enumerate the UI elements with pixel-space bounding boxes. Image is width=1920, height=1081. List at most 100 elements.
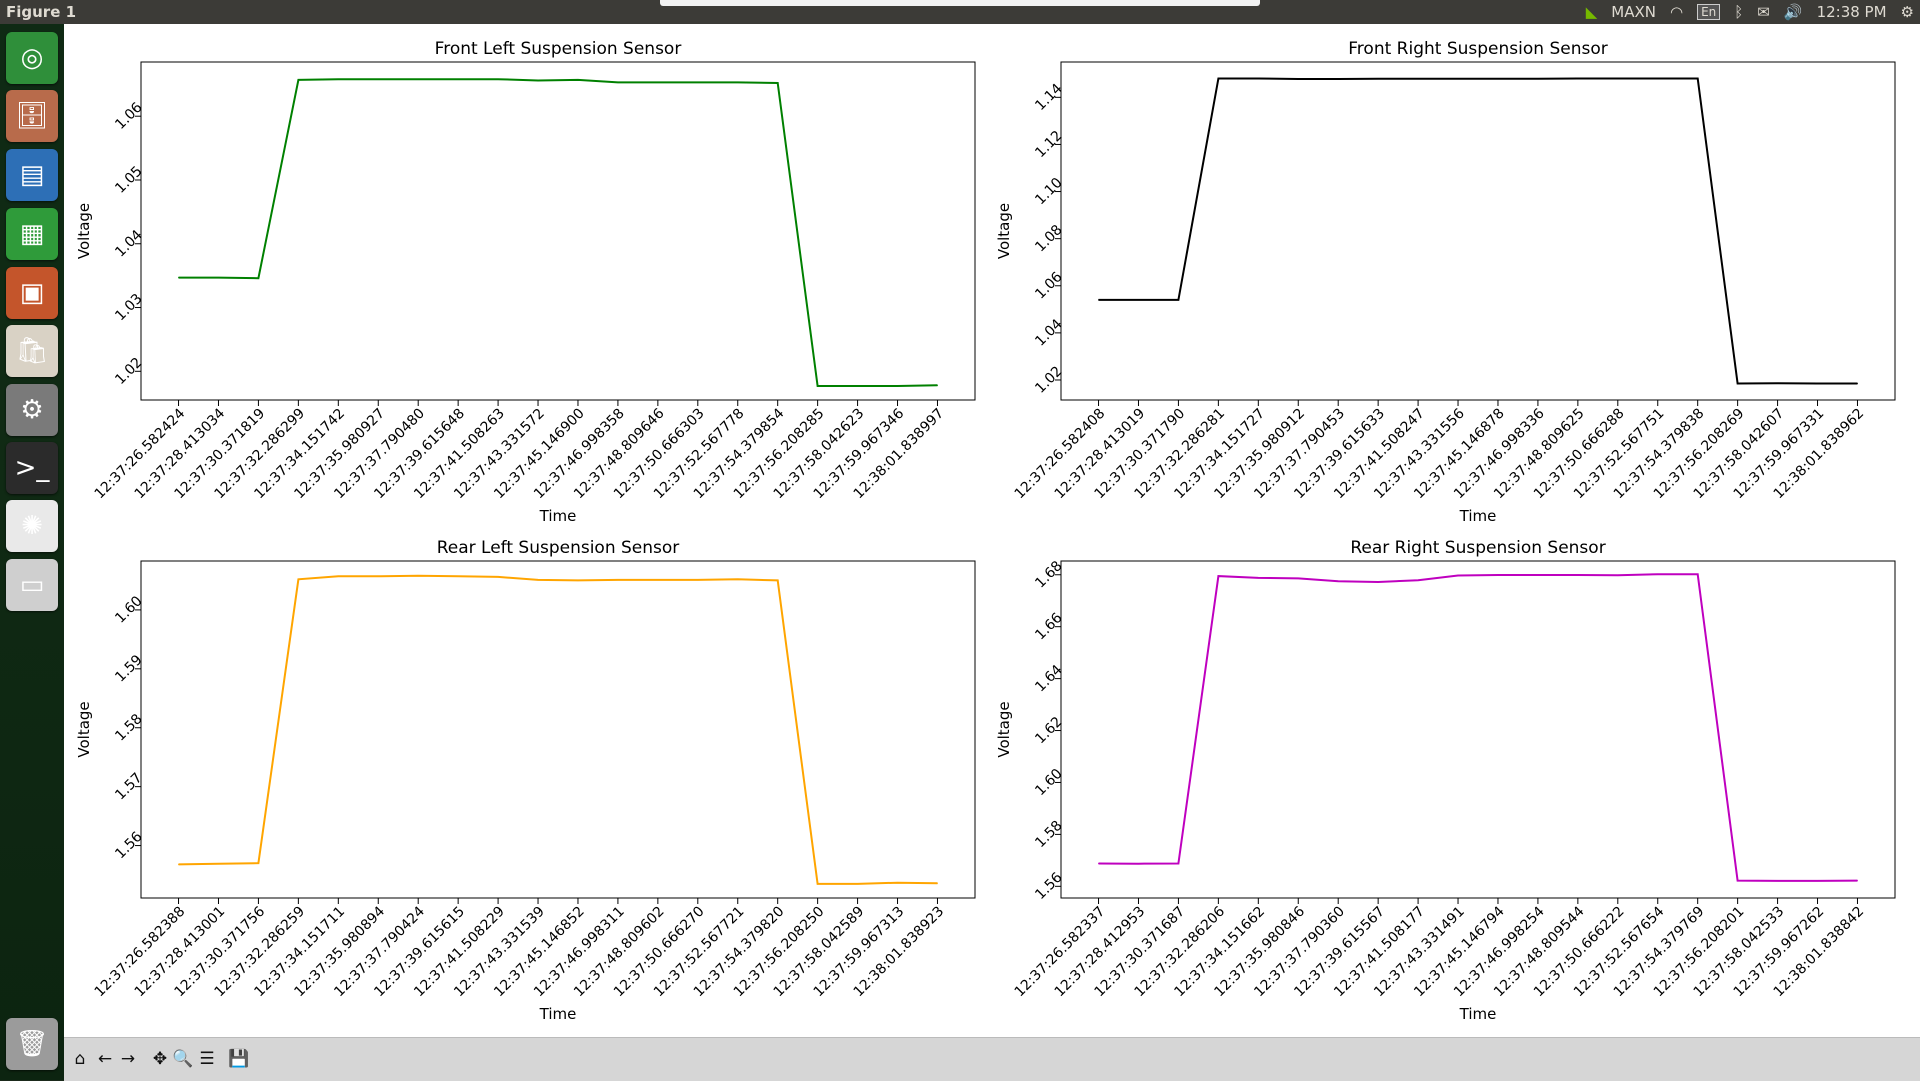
data-point [1577, 574, 1579, 576]
window-title: Figure 1 [6, 3, 77, 21]
data-point [377, 575, 379, 577]
data-point [178, 277, 180, 279]
software-center-icon[interactable]: 🛍 [6, 325, 58, 377]
home-icon[interactable]: ⌂ [74, 1049, 86, 1069]
data-point [1457, 575, 1459, 577]
volume-icon[interactable]: 🔊 [1783, 3, 1803, 21]
data-point [257, 862, 259, 864]
data-point [1377, 581, 1379, 583]
data-point [1537, 78, 1539, 80]
data-point [617, 81, 619, 83]
data-point [657, 81, 659, 83]
trash-icon[interactable]: 🗑 [6, 1018, 58, 1070]
data-point [1577, 77, 1579, 79]
data-point [337, 575, 339, 577]
terminal-icon[interactable]: >_ [6, 442, 58, 494]
plot-app-icon[interactable]: ✺ [6, 500, 58, 552]
data-point [1098, 299, 1100, 301]
bluetooth-icon[interactable]: ᛒ [1734, 3, 1744, 21]
data-point [857, 385, 859, 387]
window-title-bar-handle[interactable] [660, 0, 1260, 6]
data-point [178, 863, 180, 865]
subplot-4: Rear Right Suspension Sensor1.561.581.60… [995, 538, 1896, 1023]
data-point [897, 385, 899, 387]
data-point [1737, 383, 1739, 385]
data-point [337, 78, 339, 80]
data-point [1537, 574, 1539, 576]
save-icon[interactable]: 💾 [228, 1049, 250, 1069]
series-line [1098, 77, 1858, 385]
system-settings-icon[interactable]: ⚙ [6, 384, 58, 436]
zoom-icon[interactable]: 🔍 [172, 1049, 194, 1069]
wifi-icon[interactable]: ◠ [1670, 3, 1684, 21]
data-point [1697, 77, 1699, 79]
data-point [777, 82, 779, 84]
data-point [897, 882, 899, 884]
data-point [377, 78, 379, 80]
gear-icon[interactable]: ⚙ [1900, 3, 1914, 21]
keyboard-layout-indicator[interactable]: En [1697, 4, 1721, 20]
axes-frame [140, 61, 976, 401]
data-point [737, 81, 739, 83]
data-point [497, 78, 499, 80]
data-point [577, 79, 579, 81]
figure-canvas: Front Left Suspension Sensor 1.02 1.03 1.04… [64, 24, 1920, 1037]
data-point [1657, 77, 1659, 79]
data-point [457, 575, 459, 577]
chart-title: Rear Left Suspension Sensor [437, 538, 680, 558]
axes-frame [1060, 560, 1896, 899]
data-point [1497, 574, 1499, 576]
data-point [417, 575, 419, 577]
writer-icon[interactable]: ▤ [6, 149, 58, 201]
top-panel: Figure 1 ◣ MAXN ◠ En ᛒ ✉ 🔊 12:38 PM ⚙ [0, 0, 1920, 24]
configure-subplots-icon[interactable]: ☰ [199, 1049, 215, 1069]
data-point [1457, 78, 1459, 80]
back-arrow-icon[interactable]: ← [97, 1049, 113, 1069]
series-line [178, 574, 938, 885]
clock[interactable]: 12:38 PM [1816, 3, 1887, 21]
data-point [1817, 383, 1819, 385]
x-axis-label: Time [539, 507, 577, 525]
pan-icon[interactable]: ✥ [152, 1049, 168, 1069]
data-point [537, 79, 539, 81]
forward-arrow-icon[interactable]: → [120, 1049, 136, 1069]
launcher-sidebar: ◎ 🗄 ▤ ▦ ▣ 🛍 ⚙ >_ ✺ ▭ 🗑 [0, 24, 65, 1080]
y-axis-label: Voltage [75, 203, 93, 259]
indicator-area: ◣ MAXN ◠ En ᛒ ✉ 🔊 12:38 PM ⚙ [1586, 2, 1914, 22]
data-point [1817, 880, 1819, 882]
data-point [1417, 579, 1419, 581]
data-point [1856, 383, 1858, 385]
data-point [1377, 78, 1379, 80]
data-point [936, 384, 938, 386]
data-point [1257, 77, 1259, 79]
chart-title: Front Left Suspension Sensor [435, 39, 682, 59]
data-point [417, 78, 419, 80]
power-mode-label[interactable]: MAXN [1611, 3, 1656, 21]
subplot-1: Front Left Suspension Sensor1.021.031.04… [75, 39, 976, 525]
nvidia-icon[interactable]: ◣ [1585, 3, 1598, 21]
data-point [1137, 863, 1139, 865]
y-axis-label: Voltage [995, 701, 1013, 757]
data-point [1617, 574, 1619, 576]
x-axis-label: Time [539, 1005, 577, 1023]
data-point [1177, 862, 1179, 864]
data-point [1617, 77, 1619, 79]
calc-icon[interactable]: ▦ [6, 208, 58, 260]
mail-icon[interactable]: ✉ [1757, 3, 1770, 21]
drive-icon[interactable]: ▭ [6, 559, 58, 611]
axes-frame [1060, 61, 1896, 401]
data-point [1137, 299, 1139, 301]
data-point [1177, 299, 1179, 301]
figure-toolbar: ⌂ ← → ✥ 🔍 ☰ 💾 [64, 1037, 1920, 1081]
series-line [178, 78, 938, 387]
data-point [1217, 77, 1219, 79]
data-point [817, 883, 819, 885]
data-point [297, 79, 299, 81]
impress-icon[interactable]: ▣ [6, 267, 58, 319]
data-point [1737, 880, 1739, 882]
ubuntu-dash-icon[interactable]: ◎ [6, 32, 58, 84]
data-point [537, 579, 539, 581]
data-point [697, 579, 699, 581]
data-point [1297, 78, 1299, 80]
files-icon[interactable]: 🗄 [6, 90, 58, 142]
